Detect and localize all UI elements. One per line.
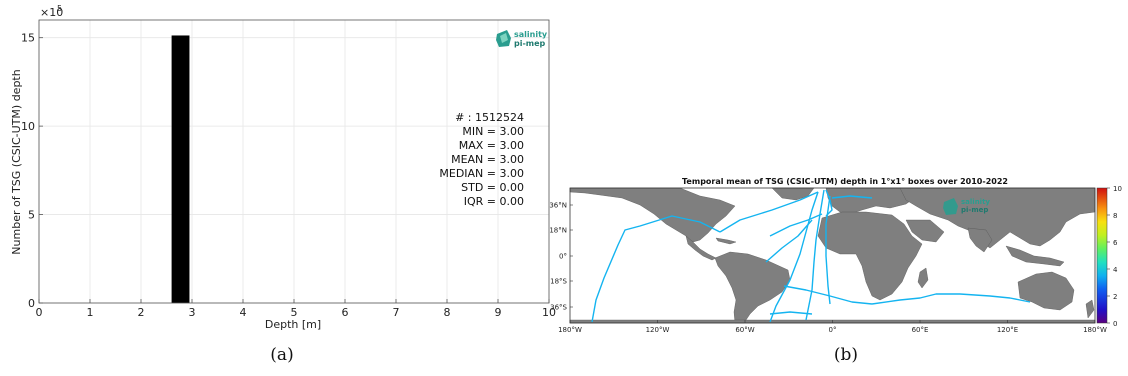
stat-line: IQR = 0.00: [464, 195, 524, 208]
track-med: [831, 195, 873, 199]
colorbar-tick-label: 8: [1113, 212, 1117, 220]
y-tick-label: 0: [28, 297, 35, 310]
land-india: [967, 227, 993, 253]
track-atlantic-cross: [769, 213, 823, 237]
track-pacific: [591, 215, 721, 323]
stat-line: MEAN = 3.00: [451, 153, 524, 166]
map-y-tick-label: 18°N: [549, 227, 567, 235]
map-x-tick-label: 120°W: [646, 326, 670, 334]
colorbar-tick-labels: 10 8 6 4 2 0: [1107, 185, 1122, 328]
land-arabia: [905, 219, 945, 243]
x-tick-label: 5: [291, 306, 298, 319]
stat-line: MIN = 3.00: [462, 125, 524, 138]
land-south-america: [714, 251, 791, 324]
stat-line: STD = 0.00: [461, 181, 524, 194]
map-y-tick-label: 18°S: [550, 278, 567, 286]
stat-line: # : 1512524: [455, 111, 524, 124]
x-tick-label: 7: [393, 306, 400, 319]
land-central-america: [685, 235, 717, 261]
land-madagascar: [917, 267, 929, 289]
track-south-atlantic: [783, 285, 873, 305]
map-x-tick-label: 120°E: [997, 326, 1018, 334]
stat-line: MEDIAN = 3.00: [439, 167, 524, 180]
track-atlantic-main-2: [805, 189, 825, 321]
y-tick-label: 5: [28, 209, 35, 222]
map-x-tick-label: 60°E: [912, 326, 929, 334]
stat-line: MAX = 3.00: [459, 139, 524, 152]
land-africa: [817, 211, 923, 301]
track-atlantic-main-1: [769, 191, 819, 323]
map-logo-text-line1: salinity: [961, 198, 990, 206]
colorbar: [1096, 187, 1108, 324]
x-tick-label: 3: [189, 306, 196, 319]
y-axis-label: Number of TSG (CSIC-UTM) depth: [10, 69, 23, 254]
caption-a: (a): [270, 345, 293, 365]
logo-text-line2: pi-mep: [514, 39, 546, 48]
x-tick-label: 8: [444, 306, 451, 319]
caption-b: (b): [834, 345, 858, 365]
land-australia: [1017, 271, 1075, 311]
track-indian: [871, 293, 1031, 305]
y-tick-labels: 0 5 10 15: [21, 32, 43, 310]
map-y-tick-label: 36°S: [550, 304, 567, 312]
x-tick-label: 0: [36, 306, 43, 319]
track-brazil: [765, 219, 813, 263]
map-x-tick-label: 180°W: [1083, 326, 1107, 334]
map-panel: Temporal mean of TSG (CSIC-UTM) depth in…: [549, 177, 1122, 365]
histogram-panel: 0 1 2 3 4 5 6 7 8 9 10 0 5 10 15 ×10 5 Depth [m] Numb…: [10, 4, 556, 365]
y-exponent-power: 5: [57, 4, 62, 13]
map-x-tick-labels: 180°W 120°W 60°W 0° 60°E 120°E 180°W: [558, 320, 1107, 334]
colorbar-tick-label: 0: [1113, 320, 1117, 328]
track-atlantic-main-3: [825, 195, 831, 305]
y-tick-label: 15: [21, 32, 35, 45]
logo-text-line1: salinity: [514, 30, 548, 39]
map-x-tick-label: 180°W: [558, 326, 582, 334]
histogram-bar: [171, 35, 190, 303]
ship-tracks: [591, 189, 1031, 323]
map-logo-icon: [943, 198, 958, 215]
x-tick-label: 10: [542, 306, 556, 319]
x-tick-label: 4: [240, 306, 247, 319]
colorbar-tick-label: 2: [1113, 293, 1117, 301]
land-new-zealand: [1085, 299, 1095, 319]
track-atlantic-north-1: [719, 191, 819, 233]
x-tick-label: 6: [342, 306, 349, 319]
land-caribbean: [715, 237, 737, 245]
x-axis-label: Depth [m]: [265, 318, 321, 331]
y-tick-label: 10: [21, 120, 35, 133]
map-x-tick-label: 60°W: [735, 326, 754, 334]
map-y-tick-label: 36°N: [549, 202, 567, 210]
salinity-pimep-logo: salinity pi-mep: [496, 30, 548, 48]
bars: [171, 35, 190, 303]
track-atlantic-north-2: [825, 189, 833, 217]
map-x-tick-label: 0°: [829, 326, 837, 334]
map-title: Temporal mean of TSG (CSIC-UTM) depth in…: [682, 177, 1008, 186]
colorbar-tick-label: 10: [1113, 185, 1122, 193]
map-logo: salinity pi-mep: [943, 198, 990, 215]
track-southern: [769, 311, 813, 315]
land-indonesia: [1005, 245, 1065, 267]
colorbar-tick-label: 6: [1113, 239, 1118, 247]
y-exponent-base: ×10: [40, 6, 63, 19]
x-tick-label: 2: [138, 306, 145, 319]
map-y-tick-labels: 36°N 18°N 0° 18°S 36°S: [549, 202, 573, 312]
x-tick-label: 9: [495, 306, 502, 319]
map-logo-text-line2: pi-mep: [961, 206, 988, 214]
logo-icon-highlight: [500, 33, 508, 43]
x-tick-labels: 0 1 2 3 4 5 6 7 8 9 10: [36, 299, 556, 319]
colorbar-tick-label: 4: [1113, 266, 1118, 274]
x-tick-label: 1: [87, 306, 94, 319]
map-y-tick-label: 0°: [559, 253, 567, 261]
